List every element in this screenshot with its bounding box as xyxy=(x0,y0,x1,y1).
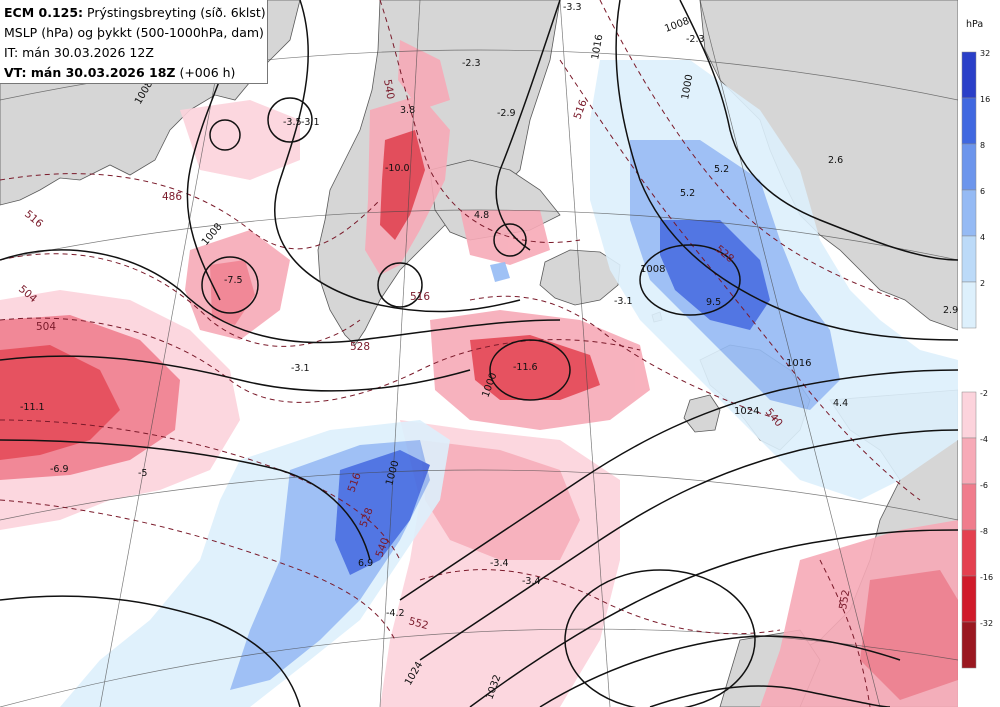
fall-zone-greenland-east xyxy=(398,40,450,110)
legend-swatch xyxy=(961,621,977,669)
legend-tick-label: 6 xyxy=(980,187,985,196)
value-label: -11.6 xyxy=(513,362,538,373)
isobar-label: 1024 xyxy=(734,406,759,417)
value-label: -3.4 xyxy=(490,558,509,569)
legend-tick-label: 4 xyxy=(980,233,985,242)
legend-swatch xyxy=(961,97,977,145)
legend-unit: hPa xyxy=(966,19,983,30)
value-label: -3.4 xyxy=(522,576,541,587)
value-label: 5.2 xyxy=(680,188,695,199)
fall-zone-strait-core xyxy=(380,130,425,240)
value-label: -3.5 xyxy=(283,117,302,128)
isobar-label: 1016 xyxy=(590,34,605,61)
legend-tick-label: 32 xyxy=(980,49,990,58)
isobar-label: 1000 xyxy=(680,74,695,101)
legend-positive-scale: 32 16 8 6 4 2 xyxy=(961,49,990,329)
value-label: 6.9 xyxy=(358,558,373,569)
fall-zone-iceland-south-core xyxy=(470,335,600,400)
value-label: -3.1 xyxy=(614,296,633,307)
rise-zone-small xyxy=(490,262,510,282)
valid-time-line: VT: mán 30.03.2026 18Z (+006 h) xyxy=(4,63,263,83)
rise-zone-atlantic-core xyxy=(335,450,430,575)
pressure-change-map: 1008 1000 1008 1016 1024 1008 1000 1000 … xyxy=(0,0,958,707)
legend-tick-label: -16 xyxy=(980,573,993,582)
value-label: -4.2 xyxy=(386,608,405,619)
value-label: -7.5 xyxy=(224,275,243,286)
value-label: 5.2 xyxy=(714,164,729,175)
fall-zone-europe-core xyxy=(860,570,958,700)
value-label: -3.1 xyxy=(301,117,320,128)
legend-swatch xyxy=(961,575,977,623)
value-label: -3.3 xyxy=(563,2,582,13)
legend-tick-label: -8 xyxy=(980,527,988,536)
value-labels: -3.3 -2.3 -2.3 3.8 -2.9 -3.5 -3.1 -10.0 … xyxy=(20,2,958,619)
isobar-label: 1016 xyxy=(786,358,811,369)
thickness-label: 516 xyxy=(410,291,430,303)
fall-zone-west-core xyxy=(0,345,120,460)
thickness-label: 486 xyxy=(162,191,182,203)
legend-swatch xyxy=(961,529,977,577)
thickness-label: 540 xyxy=(381,78,396,100)
legend-negative-scale: -2 -4 -6 -8 -16 -32 xyxy=(961,389,993,669)
thickness-label: 528 xyxy=(350,341,370,353)
lead-time: (+006 h) xyxy=(179,65,236,80)
value-label: -6.9 xyxy=(50,464,69,475)
value-label: 4.8 xyxy=(474,210,489,221)
map-title-box: ECM 0.125: Prýstingsbreyting (síð. 6klst… xyxy=(0,0,268,84)
valid-time: VT: mán 30.03.2026 18Z xyxy=(4,65,176,80)
legend-swatch xyxy=(961,437,977,485)
legend-swatch xyxy=(961,143,977,191)
model-name: ECM 0.125: xyxy=(4,5,84,20)
legend-swatch xyxy=(961,189,977,237)
value-label: -2.9 xyxy=(497,108,516,119)
value-label: -10.0 xyxy=(385,163,410,174)
value-label: 9.5 xyxy=(706,297,721,308)
graticule xyxy=(0,0,958,707)
thickness-label: 552 xyxy=(407,615,429,632)
value-label: -11.1 xyxy=(20,402,45,413)
title-line-1: ECM 0.125: Prýstingsbreyting (síð. 6klst… xyxy=(4,3,266,23)
isobars xyxy=(0,0,958,707)
value-label: 2.9 xyxy=(943,305,958,316)
thickness-lines xyxy=(0,0,921,707)
isobar-label: 1008 xyxy=(640,264,665,275)
value-label: 2.6 xyxy=(828,155,843,166)
legend-swatch xyxy=(961,391,977,439)
thickness-label: 504 xyxy=(36,321,56,333)
title-line-2: MSLP (hPa) og þykkt (500-1000hPa, dam) xyxy=(4,25,264,40)
legend-swatch xyxy=(961,483,977,531)
value-label: 4.4 xyxy=(833,398,848,409)
land-ireland xyxy=(683,394,721,433)
thickness-label: 552 xyxy=(837,589,852,611)
land-iceland xyxy=(539,249,621,306)
legend-tick-label: -4 xyxy=(980,435,988,444)
legend-swatch xyxy=(961,281,977,329)
value-label: -3.1 xyxy=(291,363,310,374)
fall-zone-denmark-strait xyxy=(460,210,550,265)
fall-zone-baffin xyxy=(180,100,300,180)
legend-tick-label: -6 xyxy=(980,481,988,490)
color-legend: hPa 32 16 8 6 4 2 -2 -4 -6 -8 -16 -32 xyxy=(958,0,1000,707)
legend-swatch xyxy=(961,51,977,99)
init-time: IT: mán 30.03.2026 12Z xyxy=(4,45,154,60)
value-label: 3.8 xyxy=(400,105,415,116)
legend-tick-label: -2 xyxy=(980,389,988,398)
legend-swatch xyxy=(961,235,977,283)
legend-tick-label: 2 xyxy=(980,279,985,288)
legend-tick-label: -32 xyxy=(980,619,993,628)
legend-tick-label: 16 xyxy=(980,95,990,104)
parameter-name: Prýstingsbreyting (síð. 6klst) xyxy=(87,5,266,20)
legend-tick-label: 8 xyxy=(980,141,985,150)
value-label: -5 xyxy=(138,468,147,479)
value-label: -2.3 xyxy=(462,58,481,69)
value-label: -2.3 xyxy=(686,34,705,45)
rise-zone-norway-core xyxy=(660,220,770,330)
